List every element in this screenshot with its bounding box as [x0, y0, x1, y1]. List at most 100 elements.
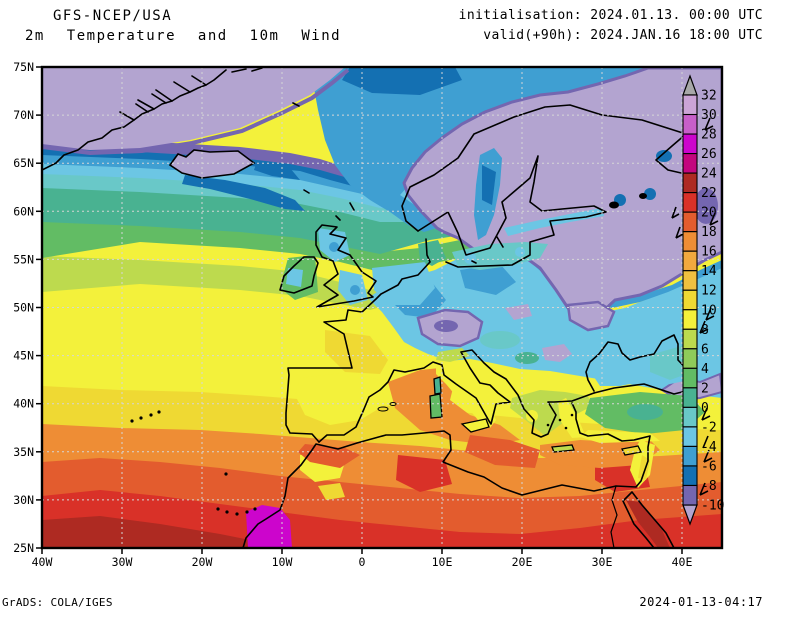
colorbar-cell — [682, 94, 698, 116]
gotland-bornholm — [471, 236, 504, 264]
lon-tick-label: 20W — [192, 555, 213, 569]
grads-credit: GrADS: COLA/IGES — [2, 596, 113, 609]
colorbar-cell — [682, 133, 698, 155]
region-red-sea — [626, 500, 670, 548]
region-serbia-teal — [515, 352, 539, 364]
south-europe-coast — [318, 349, 595, 443]
colorbar-cell — [682, 250, 698, 272]
region-pannonia-aqua — [480, 331, 520, 349]
red-sea-coast — [622, 491, 675, 548]
colorbar-cell — [682, 406, 698, 428]
cyprus — [621, 445, 642, 456]
great-britain-coast — [315, 224, 377, 308]
lon-tick-label: 40W — [32, 555, 53, 569]
temperature-field — [42, 67, 722, 548]
lon-tick-label: 10E — [432, 555, 453, 569]
small-islands — [130, 193, 647, 516]
colorbar-cell — [682, 172, 698, 194]
region-italy-mild — [436, 362, 496, 428]
colorbar-level-label: 26 — [701, 147, 717, 162]
region-sw-dark-red — [42, 516, 300, 548]
wind-barbs — [671, 117, 719, 496]
colorbar-level-label: -10 — [701, 499, 724, 514]
colorbar-cell — [682, 387, 698, 408]
colorbar-level-label: 14 — [701, 264, 717, 279]
colorbar-cell — [682, 270, 698, 291]
lat-tick-label: 25N — [13, 541, 34, 555]
sardinia — [429, 393, 443, 419]
nile-river — [610, 485, 618, 548]
region-balkan-cold-pocket — [542, 344, 572, 362]
colorbar-level-label: 16 — [701, 245, 717, 260]
colorbar-cell — [682, 484, 698, 506]
jan-mayen — [292, 102, 300, 107]
crete — [551, 444, 575, 453]
colorbar-level-label: 22 — [701, 186, 717, 201]
render-timestamp: 2024-01-13-04:17 — [639, 595, 763, 609]
region-alps-core — [434, 320, 458, 332]
initialisation-time: initialisation: 2024.01.13. 00:00 UTC — [458, 8, 763, 23]
greenland-fjords — [119, 67, 263, 121]
colorbar-cell — [682, 192, 698, 213]
mallorca — [377, 406, 389, 412]
band-teal — [42, 184, 524, 254]
model-title: GFS-NCEP/USA — [53, 8, 173, 24]
region-gulf-of-finland — [504, 208, 604, 236]
lon-tick-label: 20E — [512, 555, 533, 569]
region-white-sea-patch — [656, 150, 672, 162]
colorbar-cell — [682, 465, 698, 487]
region-lake-onega-cold — [644, 188, 656, 200]
band-blue — [42, 151, 420, 200]
colorbar-level-label: -8 — [701, 479, 717, 494]
region-bothnia-core — [482, 165, 496, 205]
colorbar-cell — [682, 289, 698, 311]
colorbar-level-label: 8 — [701, 323, 709, 338]
region-atlas-cool-patch2 — [318, 483, 345, 500]
region-anatolia-core — [627, 404, 663, 420]
colorbar-level-label: 24 — [701, 167, 717, 182]
region-bohemia-cold-pocket — [505, 304, 532, 320]
corsica — [433, 376, 442, 395]
colorbar-level-label: 10 — [701, 303, 717, 318]
colorbar-cell — [682, 153, 698, 174]
lat-tick-label: 65N — [13, 156, 34, 170]
region-arctic-purple-rim — [42, 68, 350, 156]
lon-tick-label: 30E — [592, 555, 613, 569]
graticule — [42, 67, 722, 548]
colorbar-cell — [682, 231, 698, 252]
region-iceland-cold-ring-east — [254, 164, 300, 180]
west-europe-coast — [285, 238, 431, 443]
colorbar-cell — [682, 445, 698, 467]
lat-tick-label: 45N — [13, 349, 34, 363]
colorbar-level-label: 4 — [701, 362, 709, 377]
north-isles — [303, 189, 355, 221]
lon-tick-label: 30W — [112, 555, 133, 569]
sicily — [460, 418, 490, 433]
region-sea-cold-streak — [342, 67, 462, 95]
region-ireland-cold — [286, 268, 303, 287]
region-algeria-hot — [396, 455, 452, 492]
colorbar-cell — [682, 113, 698, 135]
colorbar-level-label: 0 — [701, 401, 709, 416]
region-iceland-cold-ring — [182, 175, 305, 211]
lon-tick-label: 40E — [672, 555, 693, 569]
colorbar-cell — [682, 309, 698, 330]
colorbar-level-label: 6 — [701, 342, 709, 357]
band-light-blue — [42, 160, 470, 210]
chart-subtitle: 2m Temperature and 10m Wind — [25, 28, 342, 44]
region-greece-spot — [526, 410, 538, 422]
colorbar-level-label: -6 — [701, 459, 717, 474]
colorbar-level-label: 20 — [701, 206, 717, 221]
lat-tick-label: 35N — [13, 445, 34, 459]
colorbar-level-label: 30 — [701, 108, 717, 123]
colorbar-level-label: 12 — [701, 284, 717, 299]
region-scotland-spot — [329, 242, 339, 252]
colorbar-level-label: -4 — [701, 440, 717, 455]
lat-tick-label: 70N — [13, 108, 34, 122]
band-dark-blue — [42, 145, 360, 188]
lat-tick-label: 75N — [13, 60, 34, 74]
